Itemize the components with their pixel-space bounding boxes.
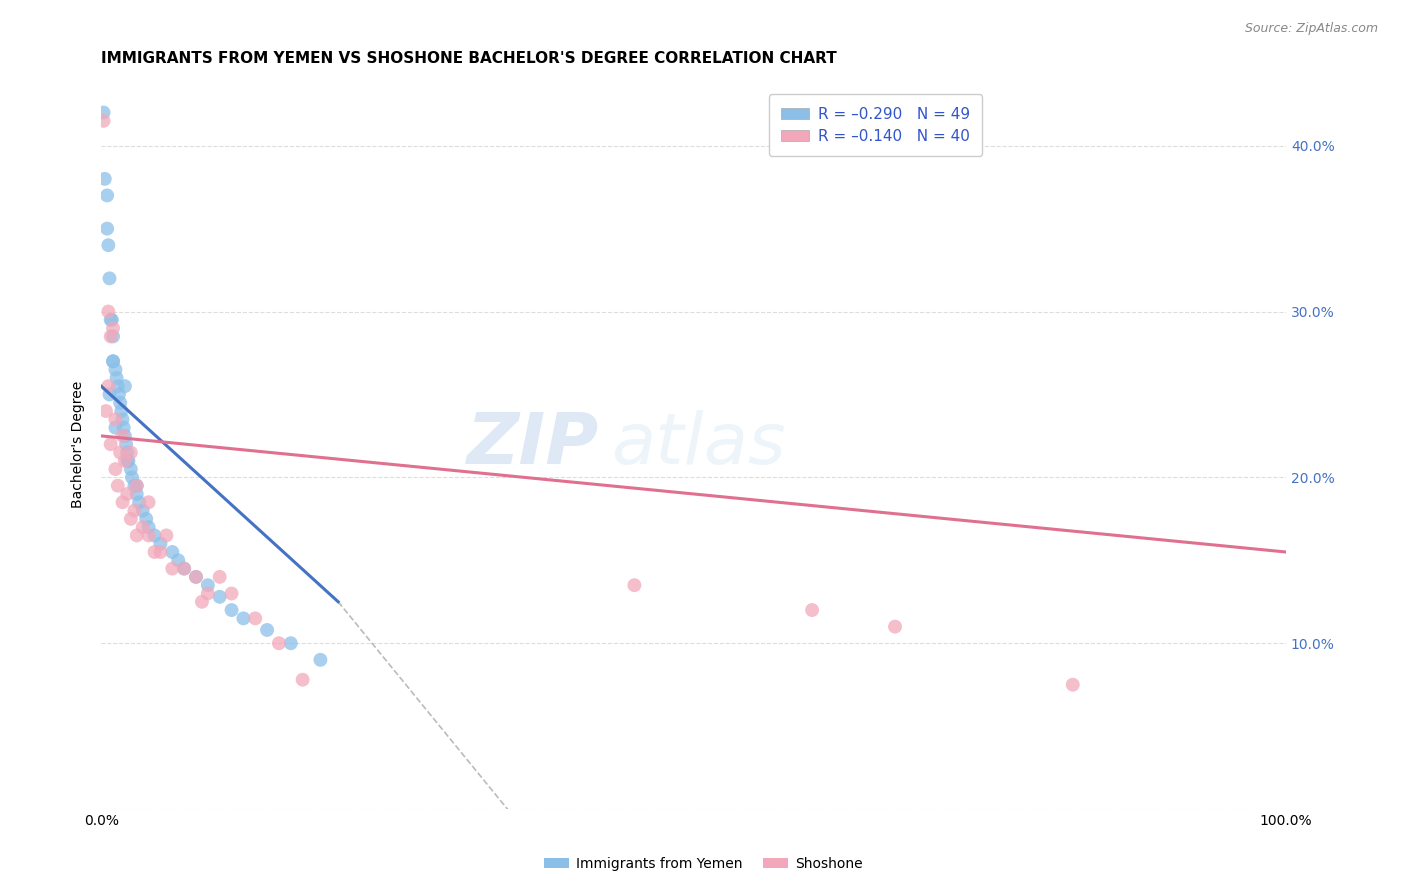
- Point: [117, 487, 139, 501]
- Point: [162, 545, 184, 559]
- Point: [155, 528, 177, 542]
- Point: [245, 611, 267, 625]
- Point: [114, 454, 136, 468]
- Point: [173, 561, 195, 575]
- Point: [117, 454, 139, 468]
- Point: [94, 404, 117, 418]
- Point: [107, 478, 129, 492]
- Text: IMMIGRANTS FROM YEMEN VS SHOSHONE BACHELOR'S DEGREE CORRELATION CHART: IMMIGRANTS FROM YEMEN VS SHOSHONE BACHEL…: [101, 51, 837, 66]
- Point: [124, 503, 146, 517]
- Point: [111, 429, 134, 443]
- Point: [221, 586, 243, 600]
- Point: [208, 590, 231, 604]
- Point: [100, 329, 122, 343]
- Point: [97, 304, 120, 318]
- Point: [111, 412, 134, 426]
- Point: [801, 603, 824, 617]
- Point: [256, 623, 278, 637]
- Point: [143, 528, 166, 542]
- Point: [121, 470, 143, 484]
- Text: ZIP: ZIP: [467, 409, 599, 479]
- Point: [135, 512, 157, 526]
- Point: [93, 105, 115, 120]
- Point: [191, 595, 214, 609]
- Point: [184, 570, 207, 584]
- Point: [143, 545, 166, 559]
- Point: [104, 412, 127, 426]
- Point: [197, 578, 219, 592]
- Point: [124, 478, 146, 492]
- Point: [221, 603, 243, 617]
- Point: [100, 437, 122, 451]
- Point: [120, 512, 142, 526]
- Point: [104, 420, 127, 434]
- Point: [309, 653, 332, 667]
- Point: [128, 495, 150, 509]
- Point: [117, 445, 139, 459]
- Point: [110, 404, 132, 418]
- Point: [120, 445, 142, 459]
- Point: [108, 396, 131, 410]
- Point: [125, 528, 148, 542]
- Point: [149, 545, 172, 559]
- Text: atlas: atlas: [610, 409, 786, 479]
- Point: [138, 528, 160, 542]
- Point: [173, 561, 195, 575]
- Point: [107, 379, 129, 393]
- Legend: R = –0.290   N = 49, R = –0.140   N = 40: R = –0.290 N = 49, R = –0.140 N = 40: [769, 95, 983, 156]
- Point: [108, 387, 131, 401]
- Point: [197, 586, 219, 600]
- Point: [138, 520, 160, 534]
- Point: [101, 313, 124, 327]
- Point: [104, 362, 127, 376]
- Point: [267, 636, 290, 650]
- Point: [97, 379, 120, 393]
- Point: [98, 387, 121, 401]
- Point: [112, 420, 135, 434]
- Point: [114, 429, 136, 443]
- Point: [108, 445, 131, 459]
- Point: [101, 321, 124, 335]
- Legend: Immigrants from Yemen, Shoshone: Immigrants from Yemen, Shoshone: [538, 851, 868, 876]
- Point: [100, 313, 122, 327]
- Y-axis label: Bachelor's Degree: Bachelor's Degree: [72, 381, 86, 508]
- Point: [94, 172, 117, 186]
- Point: [138, 495, 160, 509]
- Point: [125, 487, 148, 501]
- Point: [208, 570, 231, 584]
- Point: [96, 221, 118, 235]
- Point: [117, 454, 139, 468]
- Point: [162, 561, 184, 575]
- Point: [167, 553, 190, 567]
- Point: [149, 537, 172, 551]
- Point: [120, 462, 142, 476]
- Point: [291, 673, 314, 687]
- Point: [105, 371, 128, 385]
- Point: [97, 238, 120, 252]
- Point: [104, 462, 127, 476]
- Point: [131, 503, 153, 517]
- Point: [125, 478, 148, 492]
- Point: [114, 379, 136, 393]
- Point: [96, 188, 118, 202]
- Point: [623, 578, 645, 592]
- Point: [115, 437, 138, 451]
- Point: [884, 620, 907, 634]
- Point: [111, 495, 134, 509]
- Point: [125, 478, 148, 492]
- Point: [93, 113, 115, 128]
- Point: [101, 329, 124, 343]
- Point: [101, 354, 124, 368]
- Point: [184, 570, 207, 584]
- Point: [101, 354, 124, 368]
- Point: [232, 611, 254, 625]
- Point: [98, 271, 121, 285]
- Point: [280, 636, 302, 650]
- Text: Source: ZipAtlas.com: Source: ZipAtlas.com: [1244, 22, 1378, 36]
- Point: [131, 520, 153, 534]
- Point: [1062, 678, 1084, 692]
